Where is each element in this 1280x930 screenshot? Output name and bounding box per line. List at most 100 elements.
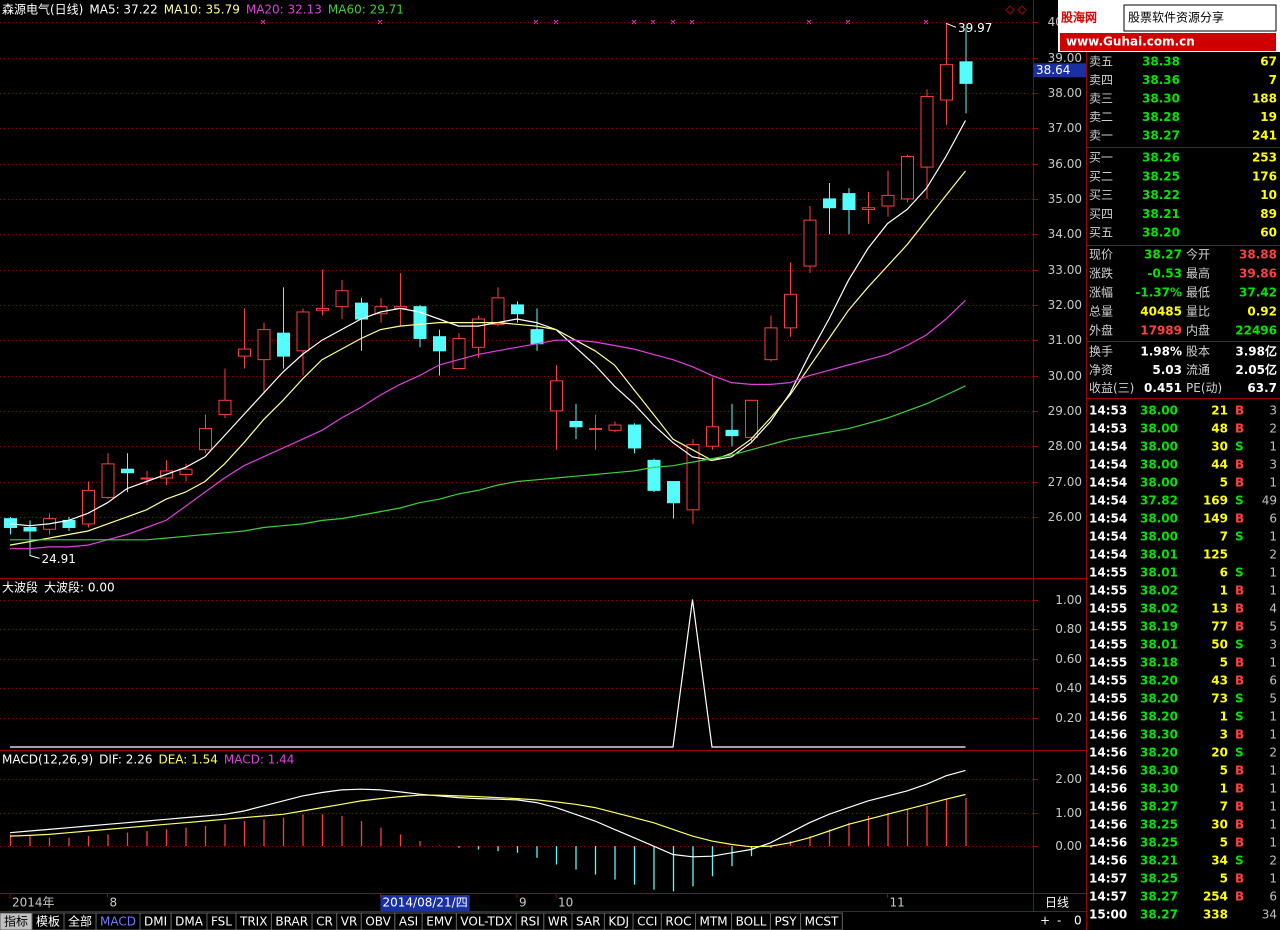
order-label: 卖五 <box>1089 55 1113 69</box>
stat-value: 63.7 <box>1247 381 1277 395</box>
tick-count: 1 <box>1269 800 1277 814</box>
tick-time: 14:57 <box>1089 890 1127 904</box>
tick-count: 6 <box>1269 890 1277 904</box>
tick-volume: 6 <box>1220 566 1228 580</box>
candle-body <box>745 399 758 438</box>
y-tick-label: 28.00 <box>1048 439 1082 453</box>
candle-body <box>823 198 836 209</box>
tab[interactable]: CCI <box>637 915 657 929</box>
tab[interactable]: ASI <box>399 915 418 929</box>
stat-value: 38.27 <box>1144 248 1182 262</box>
line <box>9 793 966 848</box>
tick-volume: 3 <box>1220 728 1228 742</box>
stat-value: 5.03 <box>1152 363 1182 377</box>
y-tick-label: 37.00 <box>1048 121 1082 135</box>
tab[interactable]: ROC <box>665 915 691 929</box>
tick-time: 14:56 <box>1089 818 1127 832</box>
tick-side: B <box>1235 818 1244 832</box>
tick-time: 14:54 <box>1089 440 1127 454</box>
legend-entry: DEA: 1.54 <box>158 753 217 767</box>
legend-entry: MA20: 32.13 <box>246 3 322 17</box>
tick-volume: 5 <box>1220 872 1228 886</box>
tick-time: 14:55 <box>1089 656 1127 670</box>
stat-label: 现价 <box>1089 248 1113 262</box>
low-label: 24.91 <box>42 552 76 566</box>
tab[interactable]: FSL <box>211 915 232 929</box>
tab[interactable]: 模板 <box>36 915 60 929</box>
candle-body <box>628 424 641 449</box>
tab[interactable]: DMI <box>144 915 167 929</box>
candle-body <box>257 329 271 361</box>
tick-volume: 125 <box>1203 548 1228 562</box>
order-price: 38.28 <box>1142 110 1180 124</box>
period-label: 日线 <box>1045 896 1069 910</box>
tick-time: 14:54 <box>1089 530 1127 544</box>
tab[interactable]: 全部 <box>68 914 92 929</box>
stat-label: 股本 <box>1186 345 1210 359</box>
zoom-button[interactable]: + <box>1040 914 1050 928</box>
order-label: 卖二 <box>1089 110 1113 124</box>
candle-body <box>862 207 875 211</box>
candle-body <box>686 443 700 511</box>
tick-side: B <box>1235 674 1244 688</box>
tick-time: 14:55 <box>1089 602 1127 616</box>
tick-count: 2 <box>1269 746 1277 760</box>
tab[interactable]: DMA <box>175 915 204 929</box>
tick-volume: 77 <box>1211 620 1228 634</box>
tick-time: 14:53 <box>1089 422 1127 436</box>
zoom-button[interactable]: 0 <box>1074 914 1082 928</box>
tab[interactable]: 指标 <box>4 914 28 929</box>
candle-body <box>199 428 212 451</box>
stat-label: 外盘 <box>1089 323 1113 338</box>
logo-name: 股海网 <box>1061 10 1097 25</box>
legend-entry: MA60: 29.71 <box>328 3 404 17</box>
tick-side: S <box>1235 638 1244 652</box>
tab[interactable]: PSY <box>774 915 797 929</box>
candle-body <box>784 293 797 329</box>
tick-time: 14:55 <box>1089 692 1127 706</box>
stat-value: 40485 <box>1140 305 1182 319</box>
tab[interactable]: TRIX <box>239 915 267 929</box>
candle-body <box>725 429 739 437</box>
tab[interactable]: SAR <box>576 915 600 929</box>
tick-time: 14:56 <box>1089 710 1127 724</box>
order-price: 38.36 <box>1142 73 1180 87</box>
tab[interactable]: MACD <box>100 915 136 929</box>
tick-price: 38.19 <box>1140 620 1178 634</box>
tab[interactable]: KDJ <box>608 915 629 929</box>
x-tick-label: 2014/08/21/四 <box>383 896 468 910</box>
tick-count: 1 <box>1269 530 1277 544</box>
tab[interactable]: VR <box>341 915 358 929</box>
tick-count: 1 <box>1269 584 1277 598</box>
tab[interactable]: VOL-TDX <box>460 915 512 929</box>
tick-price: 38.21 <box>1140 854 1178 868</box>
tick-price: 38.01 <box>1140 638 1178 652</box>
tab[interactable]: WR <box>548 915 568 929</box>
tick-price: 38.01 <box>1140 548 1178 562</box>
stat-label: 总量 <box>1089 305 1113 319</box>
tick-price: 38.25 <box>1140 836 1178 850</box>
tick-volume: 1 <box>1220 584 1228 598</box>
tab[interactable]: OBV <box>365 915 391 929</box>
stat-label: 净资 <box>1089 363 1113 377</box>
tab[interactable]: BOLL <box>736 915 767 929</box>
tab[interactable]: EMV <box>426 915 453 929</box>
tick-volume: 30 <box>1211 818 1228 832</box>
tab[interactable]: MCST <box>805 915 839 929</box>
tab[interactable]: RSI <box>520 915 540 929</box>
y-tick-label: 1.00 <box>1055 806 1082 820</box>
zoom-button[interactable]: - <box>1057 914 1061 928</box>
tick-side: B <box>1235 782 1244 796</box>
tick-price: 38.00 <box>1140 458 1178 472</box>
stat-value: -1.37% <box>1135 286 1182 300</box>
stat-value: 37.42 <box>1239 286 1277 300</box>
tab[interactable]: MTM <box>700 915 728 929</box>
order-label: 买五 <box>1089 226 1113 240</box>
stat-value: 17989 <box>1140 324 1182 338</box>
tab[interactable]: CR <box>316 915 333 929</box>
tab[interactable]: BRAR <box>275 915 308 929</box>
order-price: 38.26 <box>1142 151 1180 165</box>
marks <box>4 23 973 892</box>
